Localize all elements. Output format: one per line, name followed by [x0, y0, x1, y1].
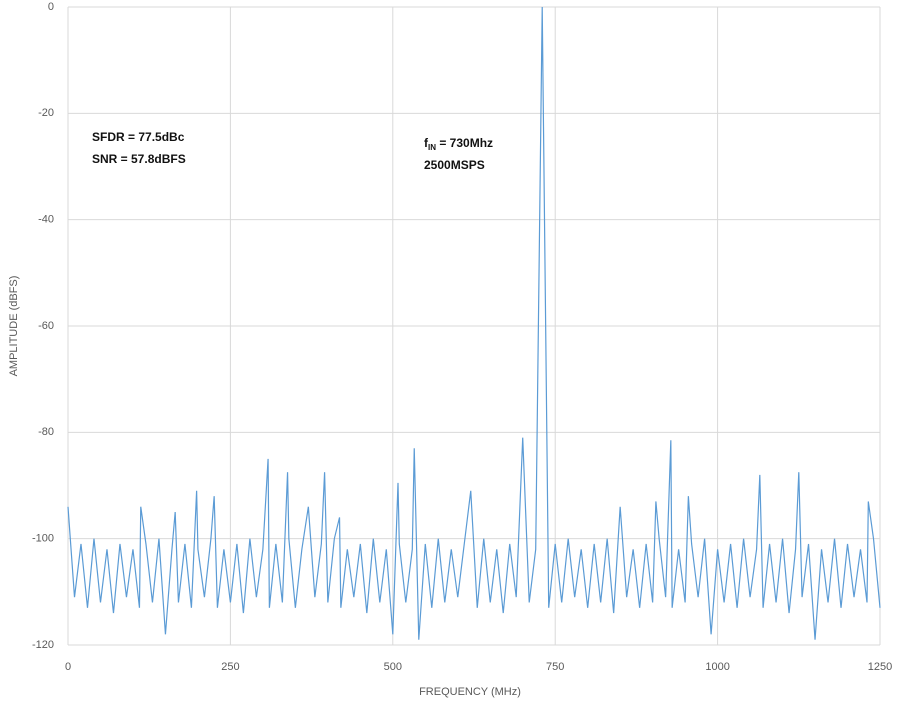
x-tick-label: 750: [546, 661, 564, 673]
x-tick-label: 1250: [868, 661, 892, 673]
y-tick-label: -120: [32, 639, 54, 651]
y-tick-label: -100: [32, 533, 54, 545]
y-tick-label: -60: [38, 320, 54, 332]
x-tick-label: 1000: [705, 661, 729, 673]
annotation: 2500MSPS: [424, 158, 485, 172]
x-tick-label: 250: [221, 661, 239, 673]
y-axis-label: AMPLITUDE (dBFS): [8, 276, 20, 377]
annotation-part: f: [424, 136, 429, 150]
annotation: SNR = 57.8dBFS: [92, 152, 186, 166]
y-tick-label: -20: [38, 107, 54, 119]
x-tick-label: 0: [65, 661, 71, 673]
annotation: fIN = 730Mhz: [424, 136, 493, 152]
annotation: SFDR = 77.5dBc: [92, 130, 185, 144]
annotation-subscript: IN: [428, 143, 436, 152]
annotation-part: = 730Mhz: [436, 136, 493, 150]
x-axis-label: FREQUENCY (MHz): [419, 686, 521, 698]
y-tick-label: -40: [38, 214, 54, 226]
spectrum-line: [67, 6, 881, 640]
y-tick-label: -80: [38, 426, 54, 438]
x-tick-label: 500: [384, 661, 402, 673]
y-tick-label: 0: [48, 1, 54, 13]
